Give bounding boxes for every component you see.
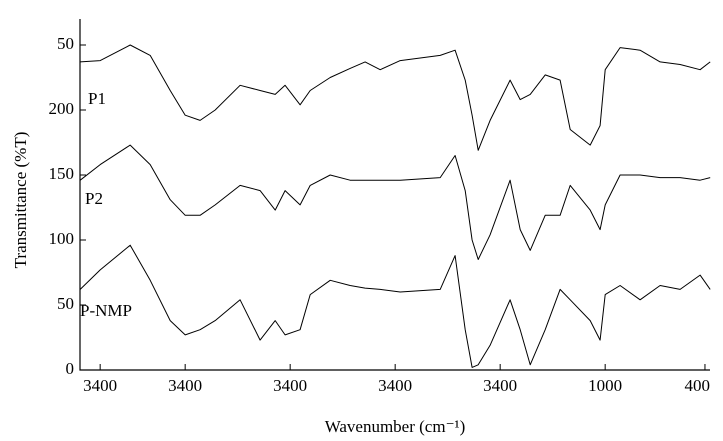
x-axis-label: Wavenumber (cm⁻¹) [325,417,466,436]
x-tick-label: 1000 [588,376,622,395]
y-tick-label: 200 [49,99,75,118]
x-tick-label: 3400 [168,376,202,395]
spectrum-line [79,144,711,260]
spectrum-line [80,44,711,151]
y-tick-label: 100 [49,229,75,248]
x-tick-label: 400 [685,376,711,395]
spectrum-line [79,244,711,368]
y-tick-label: 50 [57,34,74,53]
y-tick-label: 150 [49,164,75,183]
y-tick-label: 50 [57,294,74,313]
axes [79,19,710,371]
x-tick-label: 3400 [378,376,412,395]
trace-label: P2 [85,189,103,208]
x-tick-label: 3400 [83,376,117,395]
y-axis-label: Transmittance (%T) [11,132,30,269]
trace-label: P1 [88,89,106,108]
x-tick-label: 3400 [273,376,307,395]
x-tick-label: 3400 [483,376,517,395]
y-tick-label: 0 [66,359,75,378]
trace-label: P-NMP [80,301,132,320]
